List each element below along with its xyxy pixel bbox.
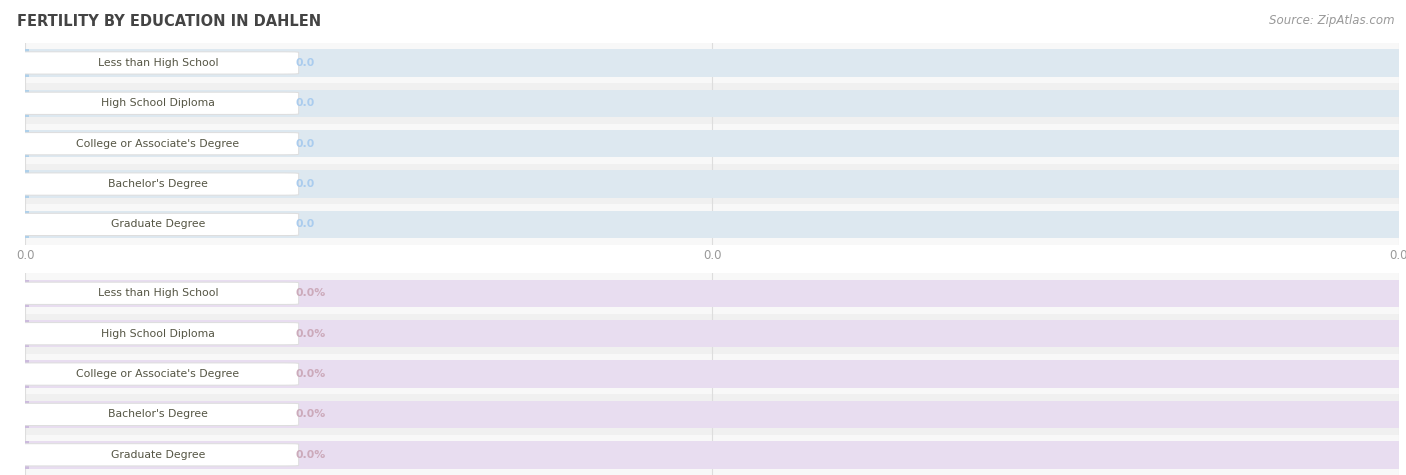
FancyBboxPatch shape: [17, 444, 298, 466]
FancyBboxPatch shape: [17, 323, 298, 345]
Bar: [25, 171, 1399, 198]
Bar: [25, 43, 1399, 83]
Text: Graduate Degree: Graduate Degree: [111, 219, 205, 229]
Bar: [25, 211, 1399, 238]
Text: 0.0: 0.0: [295, 98, 315, 108]
Text: 0.0%: 0.0%: [295, 409, 326, 419]
Bar: [25, 90, 1399, 117]
Bar: [25, 401, 30, 428]
Bar: [25, 320, 1399, 347]
Bar: [25, 211, 30, 238]
Bar: [25, 90, 30, 117]
FancyBboxPatch shape: [17, 133, 298, 155]
Text: Bachelor's Degree: Bachelor's Degree: [108, 179, 208, 189]
Text: FERTILITY BY EDUCATION IN DAHLEN: FERTILITY BY EDUCATION IN DAHLEN: [17, 14, 321, 29]
Bar: [25, 361, 1399, 388]
Bar: [25, 280, 30, 307]
FancyBboxPatch shape: [17, 173, 298, 195]
Bar: [25, 320, 30, 347]
Text: High School Diploma: High School Diploma: [101, 98, 215, 108]
Bar: [25, 441, 30, 468]
Text: 0.0%: 0.0%: [295, 450, 326, 460]
FancyBboxPatch shape: [17, 363, 298, 385]
Bar: [25, 49, 30, 76]
Text: Graduate Degree: Graduate Degree: [111, 450, 205, 460]
Bar: [25, 394, 1399, 435]
Text: 0.0: 0.0: [295, 179, 315, 189]
FancyBboxPatch shape: [17, 403, 298, 426]
FancyBboxPatch shape: [17, 92, 298, 114]
Text: College or Associate's Degree: College or Associate's Degree: [76, 139, 239, 149]
Bar: [25, 441, 1399, 468]
Text: 0.0%: 0.0%: [295, 288, 326, 298]
Bar: [25, 314, 1399, 354]
Bar: [25, 130, 30, 157]
Bar: [25, 204, 1399, 245]
Bar: [25, 273, 1399, 314]
Bar: [25, 83, 1399, 124]
Text: College or Associate's Degree: College or Associate's Degree: [76, 369, 239, 379]
Text: 0.0: 0.0: [295, 219, 315, 229]
FancyBboxPatch shape: [17, 52, 298, 74]
Bar: [25, 49, 1399, 76]
FancyBboxPatch shape: [17, 282, 298, 304]
Text: 0.0%: 0.0%: [295, 369, 326, 379]
Text: Less than High School: Less than High School: [97, 58, 218, 68]
Text: Less than High School: Less than High School: [97, 288, 218, 298]
Bar: [25, 130, 1399, 157]
Bar: [25, 354, 1399, 394]
FancyBboxPatch shape: [17, 213, 298, 236]
Bar: [25, 124, 1399, 164]
Text: 0.0: 0.0: [295, 139, 315, 149]
Bar: [25, 280, 1399, 307]
Text: Source: ZipAtlas.com: Source: ZipAtlas.com: [1270, 14, 1395, 27]
Bar: [25, 171, 30, 198]
Bar: [25, 401, 1399, 428]
Bar: [25, 361, 30, 388]
Text: 0.0%: 0.0%: [295, 329, 326, 339]
Text: Bachelor's Degree: Bachelor's Degree: [108, 409, 208, 419]
Text: 0.0: 0.0: [295, 58, 315, 68]
Bar: [25, 435, 1399, 475]
Bar: [25, 164, 1399, 204]
Text: High School Diploma: High School Diploma: [101, 329, 215, 339]
